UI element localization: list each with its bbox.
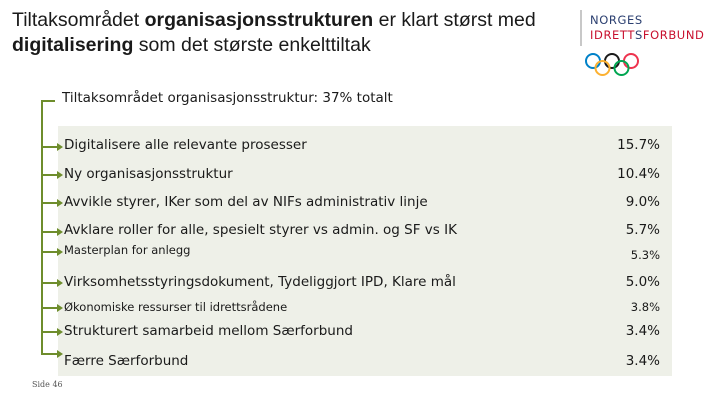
row-label-0: Digitalisere alle relevante prosesser	[64, 137, 307, 153]
page-number: Side 46	[32, 380, 63, 389]
ring-black	[604, 53, 620, 69]
branch-arrow-8	[41, 350, 63, 358]
branch-arrow-5	[41, 279, 63, 287]
row-value-2: 9.0%	[625, 194, 660, 210]
row-label-4: Masterplan for anlegg	[64, 243, 191, 257]
row-label-1: Ny organisasjonsstruktur	[64, 166, 233, 182]
logo-divider	[580, 10, 582, 46]
title-line1-bold: organisasjonsstrukturen	[144, 9, 374, 31]
ring-blue	[585, 53, 601, 69]
title-line1-pre: Tiltaksområdet	[12, 9, 145, 31]
branch-arrow-7	[41, 328, 63, 336]
row-value-6: 3.8%	[630, 300, 660, 314]
row-value-8: 3.4%	[625, 353, 660, 369]
logo-line2-a: IDRETT	[590, 28, 635, 42]
tree-connector-top	[41, 100, 55, 102]
row-value-4: 5.3%	[630, 248, 660, 262]
nif-logo: NORGES IDRETTSFORBUND	[580, 10, 710, 80]
row-value-5: 5.0%	[625, 274, 660, 290]
ring-red	[623, 53, 639, 69]
ring-green	[613, 60, 630, 76]
branch-arrow-6	[41, 304, 63, 312]
logo-line2-c: FORBUND	[642, 28, 705, 42]
branch-arrow-4	[41, 248, 63, 256]
row-value-7: 3.4%	[625, 323, 660, 339]
branch-arrow-1	[41, 171, 63, 179]
title-line1-post: er klart størst med	[373, 9, 536, 31]
section-header: Tiltaksområdet organisasjonsstruktur: 37…	[62, 90, 393, 106]
slide-title: Tiltaksområdet organisasjonsstrukturen e…	[12, 8, 572, 58]
row-label-3: Avklare roller for alle, spesielt styrer…	[64, 222, 457, 238]
row-value-3: 5.7%	[625, 222, 660, 238]
row-label-7: Strukturert samarbeid mellom Særforbund	[64, 323, 353, 339]
ring-yellow	[594, 60, 611, 76]
row-label-5: Virksomhetsstyringsdokument, Tydeliggjor…	[64, 274, 456, 290]
row-label-8: Færre Særforbund	[64, 353, 189, 369]
title-line2-post: som det største enkelttiltak	[133, 34, 371, 56]
row-value-1: 10.4%	[617, 166, 660, 182]
content-panel	[58, 126, 672, 376]
row-label-2: Avvikle styrer, IKer som del av NIFs adm…	[64, 194, 428, 210]
row-value-0: 15.7%	[617, 137, 660, 153]
logo-line2-b: S	[634, 28, 643, 42]
title-line2-bold: digitalisering	[12, 34, 134, 56]
branch-arrow-3	[41, 228, 63, 236]
logo-line2: IDRETTSFORBUND	[590, 28, 704, 42]
logo-line1: NORGES	[590, 13, 643, 27]
olympic-rings-icon	[585, 53, 639, 76]
branch-arrow-2	[41, 199, 63, 207]
tree-connector	[41, 101, 43, 354]
row-label-6: Økonomiske ressurser til idrettsrådene	[64, 300, 288, 314]
branch-arrow-0	[41, 143, 63, 151]
